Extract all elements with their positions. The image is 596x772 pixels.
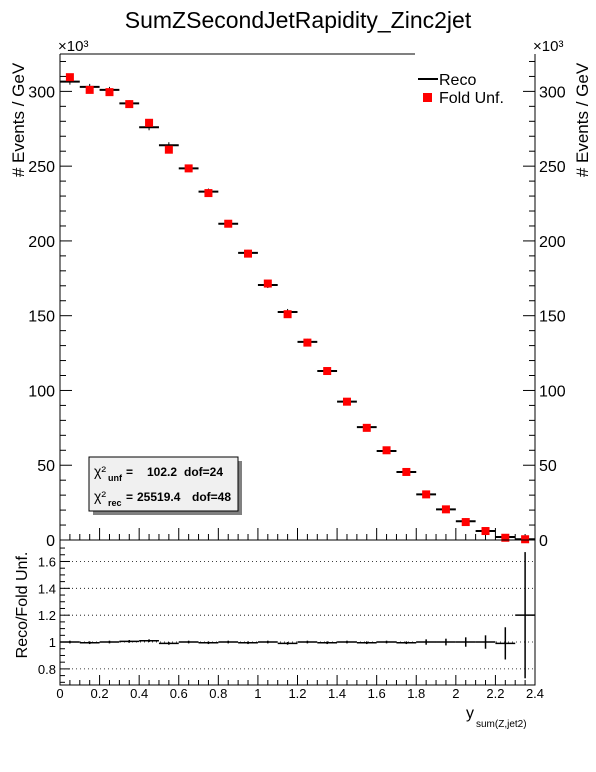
- top-y-ticks-left: 0 50 100 150 200 250 300: [28, 60, 72, 550]
- ratio-y-axis-label: Reco/Fold Unf.: [14, 552, 31, 659]
- fold-unf-point: [501, 533, 510, 542]
- y-axis-label-right: # Events / GeV: [573, 62, 592, 177]
- chi2-rec-value: 25519.4: [137, 490, 181, 504]
- ratio-y-tick-label: 1.2: [38, 608, 56, 623]
- fold-unf-point: [184, 164, 193, 173]
- top-y-tick-label-left: 50: [37, 458, 55, 475]
- legend-reco-label: Reco: [439, 72, 476, 89]
- ratio-y-tick-label: 1.6: [38, 554, 56, 569]
- ratio-x-tick-label: 1: [254, 686, 261, 701]
- chi2-rec-symbol: χ²: [94, 488, 106, 504]
- ratio-x-tick-label: 1.4: [328, 686, 346, 701]
- fold-unf-point: [263, 279, 272, 288]
- top-y-tick-label-left: 300: [28, 84, 55, 101]
- ratio-x-tick-label: 0: [56, 686, 63, 701]
- chi2-rec-sub: rec: [108, 498, 122, 508]
- ratio-x-tick-label: 0.6: [170, 686, 188, 701]
- fold-unf-point: [244, 249, 253, 258]
- fold-unf-point: [382, 446, 391, 455]
- top-y-tick-label-right: 300: [539, 84, 566, 101]
- ratio-series: [60, 552, 535, 679]
- fold-unf-point: [481, 527, 490, 536]
- fold-unf-point: [422, 490, 431, 499]
- top-y-ticks-right: 0 50 100 150 200 250 300: [523, 60, 566, 550]
- chi2-box-panel: [88, 456, 239, 512]
- fold-unf-point: [224, 219, 233, 228]
- fold-unf-point: [125, 100, 134, 109]
- top-y-tick-label-right: 250: [539, 159, 566, 176]
- ratio-x-tick-label: 2: [452, 686, 459, 701]
- top-y-tick-label-right: 100: [539, 383, 566, 400]
- fold-unf-point: [164, 145, 173, 154]
- chi2-box: χ² unf = 102.2 dof=24 χ² rec = 25519.4 d…: [88, 456, 242, 515]
- fold-unf-point: [85, 85, 94, 94]
- ratio-y-tick-label: 1: [49, 635, 56, 650]
- ratio-x-tick-label: 1.2: [288, 686, 306, 701]
- chart-title: SumZSecondJetRapidity_Zinc2jet: [125, 7, 472, 33]
- x-axis-label-sub: sum(Z,jet2): [476, 719, 527, 730]
- legend: Reco Fold Unf.: [418, 72, 504, 107]
- fold-unf-point: [521, 535, 530, 544]
- legend-unf-marker: [423, 93, 432, 102]
- fold-unf-point: [323, 367, 332, 376]
- fold-unf-point: [303, 338, 312, 347]
- fold-unf-point: [342, 397, 351, 406]
- chi2-unf-symbol: χ²: [94, 463, 106, 479]
- ratio-y-tick-label: 1.4: [38, 581, 56, 596]
- fold-unf-point: [105, 88, 114, 97]
- ratio-x-tick-label: 0.4: [130, 686, 148, 701]
- ratio-x-tick-label: 1.6: [368, 686, 386, 701]
- y-multiplier-left: ×10³: [58, 38, 88, 55]
- chi2-unf-value: 102.2: [147, 465, 177, 479]
- ratio-x-tick-label: 2.4: [526, 686, 544, 701]
- ratio-panel: 0 0.2 0.4 0.6 0.8 1 1.2 1.4 1.6 1.8 2 2.2 2.4 0.8 1 1.…: [38, 539, 544, 701]
- y-axis-label-left: # Events / GeV: [9, 62, 28, 177]
- ratio-y-ticks: 0.8 1 1.2 1.4 1.6: [38, 547, 70, 683]
- ratio-x-ticks: 0 0.2 0.4 0.6 0.8 1 1.2 1.4 1.6 1.8 2 2.2 2.4: [56, 675, 544, 701]
- top-y-tick-label-left: 250: [28, 159, 55, 176]
- top-y-tick-label-right: 200: [539, 234, 566, 251]
- ratio-x-tick-label: 1.8: [407, 686, 425, 701]
- top-y-tick-label-right: 50: [539, 458, 557, 475]
- top-y-tick-label-right: 150: [539, 309, 566, 326]
- ratio-x-tick-label: 0.8: [209, 686, 227, 701]
- fold-unf-point: [441, 505, 450, 514]
- chi2-rec-eq: =: [126, 490, 133, 504]
- legend-unf-label: Fold Unf.: [439, 90, 504, 107]
- top-y-tick-label-left: 150: [28, 309, 55, 326]
- top-x-ticks: [59, 528, 536, 540]
- ratio-x-tick-label: 0.2: [91, 686, 109, 701]
- chi2-unf-sub: unf: [108, 473, 123, 483]
- ratio-x-tick-label: 2.2: [486, 686, 504, 701]
- chi2-rec-dof: dof=48: [192, 490, 231, 504]
- top-y-tick-label-right: 0: [539, 533, 548, 550]
- ratio-y-tick-label: 0.8: [38, 662, 56, 677]
- fold-unf-point: [402, 467, 411, 476]
- top-panel: 0 50 100 150 200 250 300 0 50 100 150 200 250 300: [28, 53, 566, 550]
- fold-unf-series: [65, 73, 530, 544]
- fold-unf-point: [145, 118, 154, 127]
- chi2-unf-dof: dof=24: [184, 465, 223, 479]
- top-y-tick-label-left: 0: [46, 533, 55, 550]
- fold-unf-point: [204, 189, 213, 198]
- top-y-tick-label-left: 100: [28, 383, 55, 400]
- chi2-unf-eq: =: [126, 465, 133, 479]
- x-axis-label: y: [466, 705, 474, 722]
- fold-unf-point: [362, 423, 371, 432]
- fold-unf-point: [65, 73, 74, 82]
- fold-unf-point: [461, 518, 470, 527]
- y-multiplier-right: ×10³: [533, 38, 563, 55]
- fold-unf-point: [283, 310, 292, 319]
- top-y-tick-label-left: 200: [28, 234, 55, 251]
